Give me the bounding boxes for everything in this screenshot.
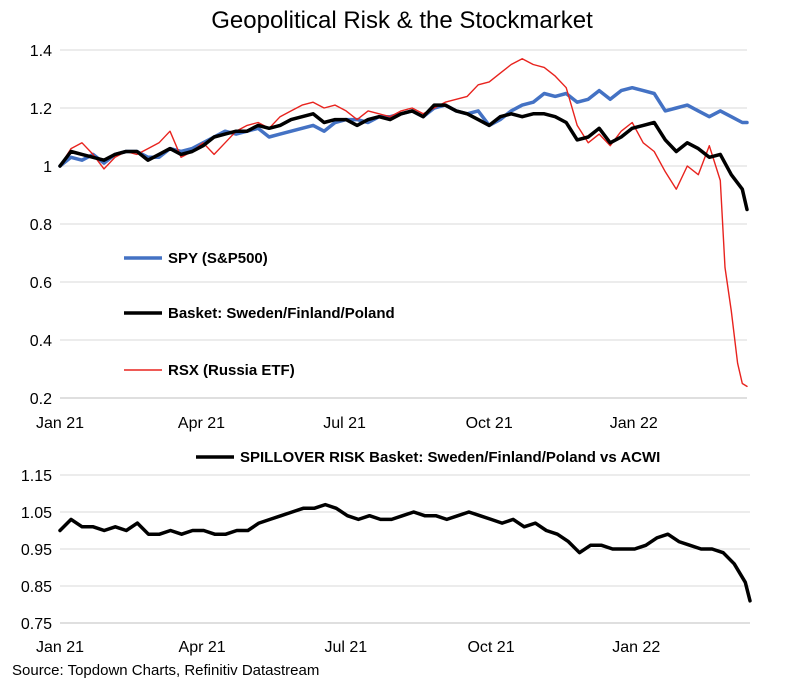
bot-y-tick-0-95: 0.95 <box>21 542 52 559</box>
bottom-x-axis: Jan 21 Apr 21 Jul 21 Oct 21 Jan 22 <box>36 622 750 656</box>
top-x-tick-jul-21: Jul 21 <box>323 415 366 432</box>
top-y-tick-1: 1 <box>43 159 52 176</box>
bot-series-spillover-risk-basket-sweden-finland-poland-vs-acwi <box>58 502 752 603</box>
top-y-tick-0-2: 0.2 <box>30 391 52 408</box>
chart-title: Geopolitical Risk & the Stockmarket <box>211 7 593 34</box>
legend-rsx: RSX (Russia ETF) <box>124 362 295 379</box>
top-gridlines <box>60 49 747 399</box>
top-y-axis: 0.2 0.4 0.6 0.8 1 1.2 1.4 <box>30 43 52 408</box>
top-y-tick-0-4: 0.4 <box>30 333 52 350</box>
bot-x-tick-oct-21: Oct 21 <box>467 639 514 656</box>
top-y-tick-1-2: 1.2 <box>30 101 52 118</box>
legend-spillover: SPILLOVER RISK Basket: Sweden/Finland/Po… <box>196 449 660 466</box>
bot-x-tick-jan-21: Jan 21 <box>36 639 84 656</box>
top-x-tick-apr-21: Apr 21 <box>178 415 225 432</box>
bot-x-tick-jan-22: Jan 22 <box>612 639 660 656</box>
bot-y-tick-0-75: 0.75 <box>21 616 52 633</box>
bottom-y-axis: 0.75 0.85 0.95 1.05 1.15 <box>21 468 52 633</box>
top-x-tick-jan-21: Jan 21 <box>36 415 84 432</box>
top-x-tick-jan-22: Jan 22 <box>610 415 658 432</box>
source-note: Source: Topdown Charts, Refinitiv Datast… <box>12 662 319 679</box>
bot-x-tick-apr-21: Apr 21 <box>179 639 226 656</box>
bottom-plot-lines <box>58 502 752 603</box>
bot-x-tick-jul-21: Jul 21 <box>324 639 367 656</box>
legend-basket: Basket: Sweden/Finland/Poland <box>124 305 395 322</box>
top-y-tick-1-4: 1.4 <box>30 43 52 60</box>
legend-label-basket: Basket: Sweden/Finland/Poland <box>168 305 395 322</box>
legend-label-spy: SPY (S&P500) <box>168 250 268 267</box>
legend-spy: SPY (S&P500) <box>124 250 268 267</box>
legend-label-rsx: RSX (Russia ETF) <box>168 362 295 379</box>
bottom-gridlines <box>60 474 750 624</box>
top-x-axis: Jan 21 Apr 21 Jul 21 Oct 21 Jan 22 <box>36 397 747 432</box>
top-series-basket-sweden-finland-poland <box>58 103 749 212</box>
bot-y-tick-0-85: 0.85 <box>21 579 52 596</box>
top-y-tick-0-6: 0.6 <box>30 275 52 292</box>
top-plot-lines <box>58 58 749 388</box>
bot-y-tick-1-15: 1.15 <box>21 468 52 485</box>
top-x-tick-oct-21: Oct 21 <box>466 415 513 432</box>
bot-y-tick-1-05: 1.05 <box>21 505 52 522</box>
legend-label-spillover: SPILLOVER RISK Basket: Sweden/Finland/Po… <box>240 449 660 466</box>
top-y-tick-0-8: 0.8 <box>30 217 52 234</box>
